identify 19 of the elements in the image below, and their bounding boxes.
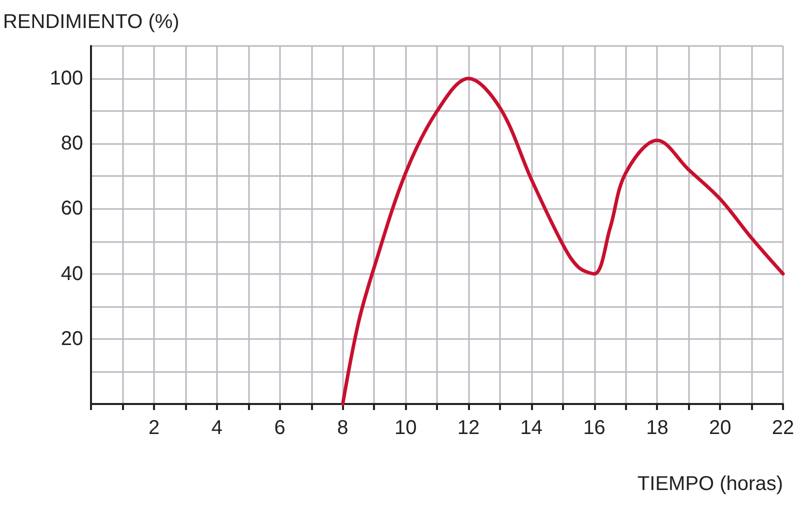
- y-axis-title: RENDIMIENTO (%): [2, 11, 180, 33]
- y-tick-label: 20: [60, 328, 84, 350]
- x-tick-label: 22: [772, 417, 794, 439]
- x-tick-label: 4: [211, 417, 223, 439]
- x-tick-label: 2: [148, 417, 160, 439]
- y-tick-label: 60: [60, 198, 84, 220]
- x-tick-label: 12: [457, 417, 480, 439]
- y-tick-label: 80: [60, 132, 84, 155]
- y-tick-label: 40: [60, 262, 84, 285]
- line-series: [340, 76, 785, 406]
- y-tick-label: 100: [50, 68, 84, 90]
- x-tick-label: 6: [274, 417, 286, 439]
- x-tick-label: 10: [394, 417, 417, 439]
- x-tick-label: 8: [337, 417, 348, 439]
- x-tick-label: 18: [646, 417, 668, 439]
- x-tick-label: 20: [708, 417, 732, 439]
- x-axis-title: TIEMPO (horas): [637, 473, 783, 495]
- x-tick-label: 16: [583, 417, 606, 439]
- x-tick-label: 14: [520, 417, 543, 439]
